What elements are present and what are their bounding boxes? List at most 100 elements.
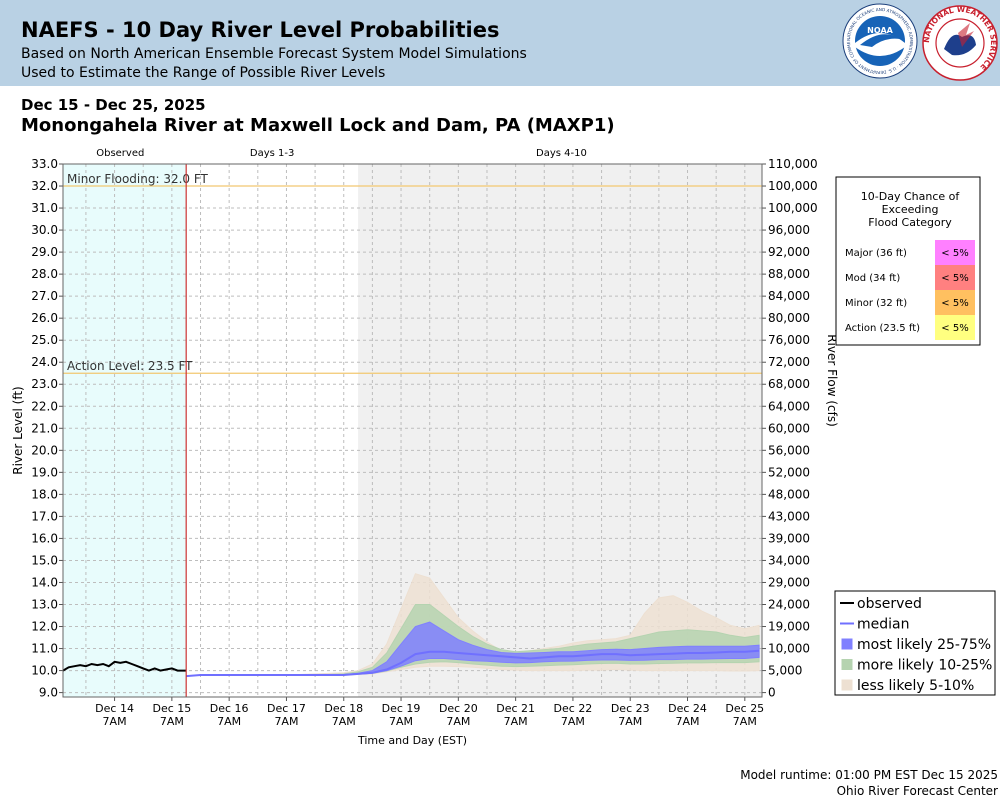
- y-tick-label: 13.0: [31, 597, 58, 611]
- flow-tick-label: 64,000: [768, 399, 810, 413]
- legend-box: [834, 590, 996, 696]
- x-tick-label: Dec 24: [668, 702, 707, 715]
- y-tick-label: 20.0: [31, 443, 58, 457]
- x-tick-label: Dec 18: [324, 702, 363, 715]
- y-tick-label: 11.0: [31, 642, 58, 656]
- flood-table-title: 10-Day Chance of: [861, 190, 961, 203]
- flow-tick-label: 52,000: [768, 465, 810, 479]
- legend-label: more likely 10-25%: [857, 658, 992, 674]
- date-range: Dec 15 - Dec 25, 2025: [21, 96, 206, 114]
- x-tick-label-time: 7AM: [160, 715, 184, 728]
- x-tick-label: Dec 19: [382, 702, 421, 715]
- y-tick-label: 19.0: [31, 465, 58, 479]
- nws-logo-icon[interactable]: NATIONAL WEATHER SERVICE: [922, 3, 998, 81]
- flow-tick-label: 76,000: [768, 333, 810, 347]
- flood-table-row-label: Action (23.5 ft): [845, 323, 920, 334]
- flow-tick-label: 34,000: [768, 553, 810, 567]
- svg-text:NOAA: NOAA: [867, 26, 893, 35]
- flood-table-title: Flood Category: [868, 216, 952, 229]
- y-tick-label: 12.0: [31, 620, 58, 634]
- noaa-logo-icon[interactable]: NATIONAL OCEANIC AND ATMOSPHERIC ADMINIS…: [842, 3, 918, 79]
- threshold-label: Action Level: 23.5 FT: [67, 359, 193, 373]
- page-subtitle: Based on North American Ensemble Forecas…: [21, 46, 527, 62]
- y-tick-label: 16.0: [31, 531, 58, 545]
- flow-tick-label: 5,000: [768, 664, 802, 678]
- x-tick-label-time: 7AM: [733, 715, 757, 728]
- y-tick-label: 18.0: [31, 487, 58, 501]
- legend-swatch-band_25_75: [841, 638, 853, 650]
- station-title: Monongahela River at Maxwell Lock and Da…: [21, 115, 615, 136]
- y-tick-label: 9.0: [39, 686, 58, 700]
- flow-tick-label: 96,000: [768, 223, 810, 237]
- plot-frame: [62, 163, 763, 698]
- flood-table-title: Exceeding: [882, 203, 939, 216]
- x-tick-label-time: 7AM: [217, 715, 241, 728]
- y-tick-label: 26.0: [31, 311, 58, 325]
- flow-tick-label: 68,000: [768, 377, 810, 391]
- flow-tick-label: 110,000: [768, 157, 818, 171]
- flow-tick-label: 92,000: [768, 245, 810, 259]
- legend-label: less likely 5-10%: [857, 678, 974, 694]
- legend-label: median: [857, 617, 909, 633]
- x-tick-label: Dec 22: [554, 702, 593, 715]
- period-label: Days 1-3: [250, 148, 294, 159]
- flow-tick-label: 10,000: [768, 642, 810, 656]
- flow-tick-label: 72,000: [768, 355, 810, 369]
- x-tick-label: Dec 16: [210, 702, 249, 715]
- page-header: NAEFS - 10 Day River Level Probabilities…: [0, 0, 1000, 86]
- flood-table-row-label: Mod (34 ft): [845, 273, 900, 284]
- flood-table-row-label: Major (36 ft): [845, 248, 907, 259]
- threshold-label: Minor Flooding: 32.0 FT: [67, 172, 209, 186]
- flow-tick-label: 100,000: [768, 201, 818, 215]
- x-tick-label: Dec 14: [95, 702, 134, 715]
- x-tick-label: Dec 23: [611, 702, 650, 715]
- page-subtitle-2: Used to Estimate the Range of Possible R…: [21, 65, 386, 81]
- x-tick-label-time: 7AM: [274, 715, 298, 728]
- y-tick-label: 22.0: [31, 399, 58, 413]
- flood-table-value: < 5%: [941, 273, 968, 284]
- model-runtime: Model runtime: 01:00 PM EST Dec 15 2025: [740, 768, 998, 782]
- flow-tick-label: 24,000: [768, 597, 810, 611]
- flood-table-cell: [935, 240, 975, 265]
- flow-tick-label: 60,000: [768, 421, 810, 435]
- flow-tick-label: 100,000: [768, 179, 818, 193]
- flow-tick-label: 29,000: [768, 575, 810, 589]
- y-tick-label: 27.0: [31, 289, 58, 303]
- x-tick-label-time: 7AM: [561, 715, 585, 728]
- flow-tick-label: 39,000: [768, 531, 810, 545]
- median-line: [186, 649, 760, 678]
- flow-tick-label: 80,000: [768, 311, 810, 325]
- period-label: Days 4-10: [536, 148, 587, 159]
- x-tick-label-time: 7AM: [504, 715, 528, 728]
- y-tick-label: 23.0: [31, 377, 58, 391]
- flow-tick-label: 19,000: [768, 620, 810, 634]
- flood-table-cell: [935, 265, 975, 290]
- y-tick-label: 30.0: [31, 223, 58, 237]
- flow-tick-label: 84,000: [768, 289, 810, 303]
- x-tick-label-time: 7AM: [103, 715, 127, 728]
- x-tick-label-time: 7AM: [676, 715, 700, 728]
- flood-table-cell: [935, 290, 975, 315]
- y-tick-label: 29.0: [31, 245, 58, 259]
- legend-label: observed: [857, 596, 922, 612]
- legend-label: most likely 25-75%: [857, 637, 991, 653]
- flow-tick-label: 88,000: [768, 267, 810, 281]
- y-tick-label: 24.0: [31, 355, 58, 369]
- y-tick-label: 33.0: [31, 157, 58, 171]
- x-tick-label-time: 7AM: [389, 715, 413, 728]
- flood-table-value: < 5%: [941, 298, 968, 309]
- page-title: NAEFS - 10 Day River Level Probabilities: [21, 18, 500, 42]
- y-tick-label: 15.0: [31, 553, 58, 567]
- y-tick-label: 21.0: [31, 421, 58, 435]
- x-tick-label-time: 7AM: [446, 715, 470, 728]
- y-tick-label: 31.0: [31, 201, 58, 215]
- x-tick-label-time: 7AM: [332, 715, 356, 728]
- flood-table-value: < 5%: [941, 248, 968, 259]
- y-tick-label: 10.0: [31, 664, 58, 678]
- x-tick-label: Dec 20: [439, 702, 478, 715]
- y-tick-label: 25.0: [31, 333, 58, 347]
- flood-table-value: < 5%: [941, 323, 968, 334]
- x-axis-title: Time and Day (EST): [357, 734, 467, 747]
- observed-region: [63, 164, 187, 697]
